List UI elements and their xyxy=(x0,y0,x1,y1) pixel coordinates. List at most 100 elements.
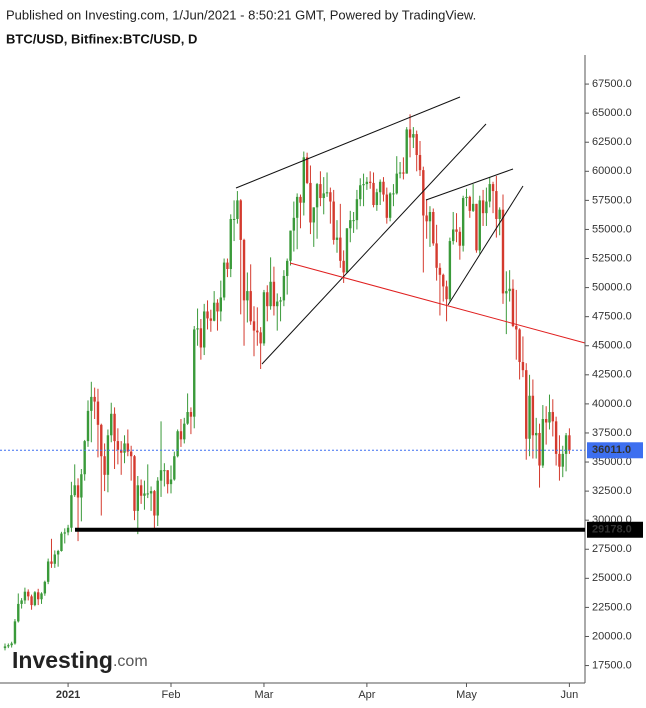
candle-body xyxy=(302,157,305,203)
candle-body xyxy=(385,194,388,218)
candle-body xyxy=(183,423,186,440)
candle-body xyxy=(206,311,209,319)
watermark-suffix: .com xyxy=(113,653,148,670)
candle-body xyxy=(319,184,322,199)
candle-body xyxy=(558,453,561,467)
candle-body xyxy=(495,191,498,219)
candle-body xyxy=(501,209,505,294)
candle-body xyxy=(120,449,123,453)
y-tick-label: 47500.0 xyxy=(592,311,632,323)
candle-body xyxy=(521,362,525,371)
candle-body xyxy=(73,485,76,496)
level-badge xyxy=(587,521,643,538)
candle-body xyxy=(226,262,229,269)
candle-body xyxy=(139,485,143,496)
candle-body xyxy=(515,325,518,330)
candle-body xyxy=(445,286,448,300)
candle-body xyxy=(23,591,27,601)
candle-body xyxy=(442,274,445,287)
candle-body xyxy=(322,193,325,199)
candle-body xyxy=(488,184,491,202)
candle-body xyxy=(415,134,418,156)
candle-body xyxy=(505,291,508,294)
candle-body xyxy=(468,196,471,211)
candle-body xyxy=(568,435,571,451)
candle-body xyxy=(106,435,110,475)
candle-body xyxy=(93,396,96,402)
candle-body xyxy=(432,212,435,244)
candle-body xyxy=(305,157,309,183)
candle-body xyxy=(335,237,339,240)
candle-body xyxy=(193,329,196,417)
chart-title: BTC/USD, Bitfinex:BTC/USD, D xyxy=(6,31,197,46)
candle-body xyxy=(173,456,176,480)
candle-body xyxy=(359,185,362,200)
candle-body xyxy=(365,181,369,185)
candle-body xyxy=(46,561,50,582)
x-tick-label: Jun xyxy=(561,689,579,701)
candle-body xyxy=(272,281,276,307)
candle-body xyxy=(232,218,236,220)
y-tick-label: 22500.0 xyxy=(592,601,632,613)
candle-body xyxy=(452,229,455,242)
candle-body xyxy=(212,302,216,321)
candle-body xyxy=(56,551,60,555)
candle-body xyxy=(242,239,246,301)
candle-body xyxy=(249,291,252,322)
y-tick-label: 67500.0 xyxy=(592,78,632,90)
candle-body xyxy=(355,199,359,221)
candle-body xyxy=(428,212,432,222)
candle-body xyxy=(369,181,372,183)
candle-body xyxy=(531,395,535,436)
candle-body xyxy=(508,288,511,292)
candle-body xyxy=(60,533,63,552)
candle-body xyxy=(405,129,408,174)
y-tick-label: 27500.0 xyxy=(592,543,632,555)
x-tick-label: May xyxy=(456,689,477,701)
candle-body xyxy=(398,172,402,174)
y-tick-label: 60000.0 xyxy=(592,165,632,177)
candle-body xyxy=(50,561,53,564)
candle-body xyxy=(528,395,531,439)
candle-body xyxy=(395,173,398,194)
candle-body xyxy=(554,421,558,454)
candle-body xyxy=(332,201,335,240)
candle-body xyxy=(33,592,37,606)
candle-body xyxy=(126,443,130,452)
y-tick-label: 37500.0 xyxy=(592,427,632,439)
candle-body xyxy=(312,207,315,223)
candle-body xyxy=(551,412,554,422)
candle-body xyxy=(282,275,286,301)
candle-body xyxy=(80,474,83,498)
candle-body xyxy=(146,493,149,495)
candle-body xyxy=(166,470,169,485)
candle-body xyxy=(561,453,564,467)
candle-body xyxy=(461,198,465,246)
candle-body xyxy=(209,318,213,321)
candle-body xyxy=(136,485,139,511)
trendline xyxy=(425,168,514,201)
candle-body xyxy=(276,301,279,307)
candle-body xyxy=(76,485,80,498)
candle-body xyxy=(133,456,136,511)
candle-body xyxy=(7,645,10,647)
candle-body xyxy=(13,621,17,644)
candle-body xyxy=(100,424,103,457)
y-tick-label: 17500.0 xyxy=(592,659,632,671)
candle-body xyxy=(262,292,266,344)
candle-body xyxy=(491,184,495,192)
x-tick-label: Feb xyxy=(162,689,181,701)
candle-body xyxy=(438,267,442,275)
x-tick-label: Apr xyxy=(358,689,375,701)
candle-body xyxy=(63,532,66,534)
last-price-label: 36011.0 xyxy=(592,444,631,456)
trendline xyxy=(289,262,586,344)
candle-body xyxy=(465,196,468,199)
level-label: 29178.0 xyxy=(592,524,632,536)
candle-body xyxy=(362,184,365,186)
candle-body xyxy=(525,370,528,439)
candle-body xyxy=(286,260,289,276)
candle-body xyxy=(538,432,541,466)
candle-body xyxy=(402,172,405,174)
candle-body xyxy=(392,193,395,195)
